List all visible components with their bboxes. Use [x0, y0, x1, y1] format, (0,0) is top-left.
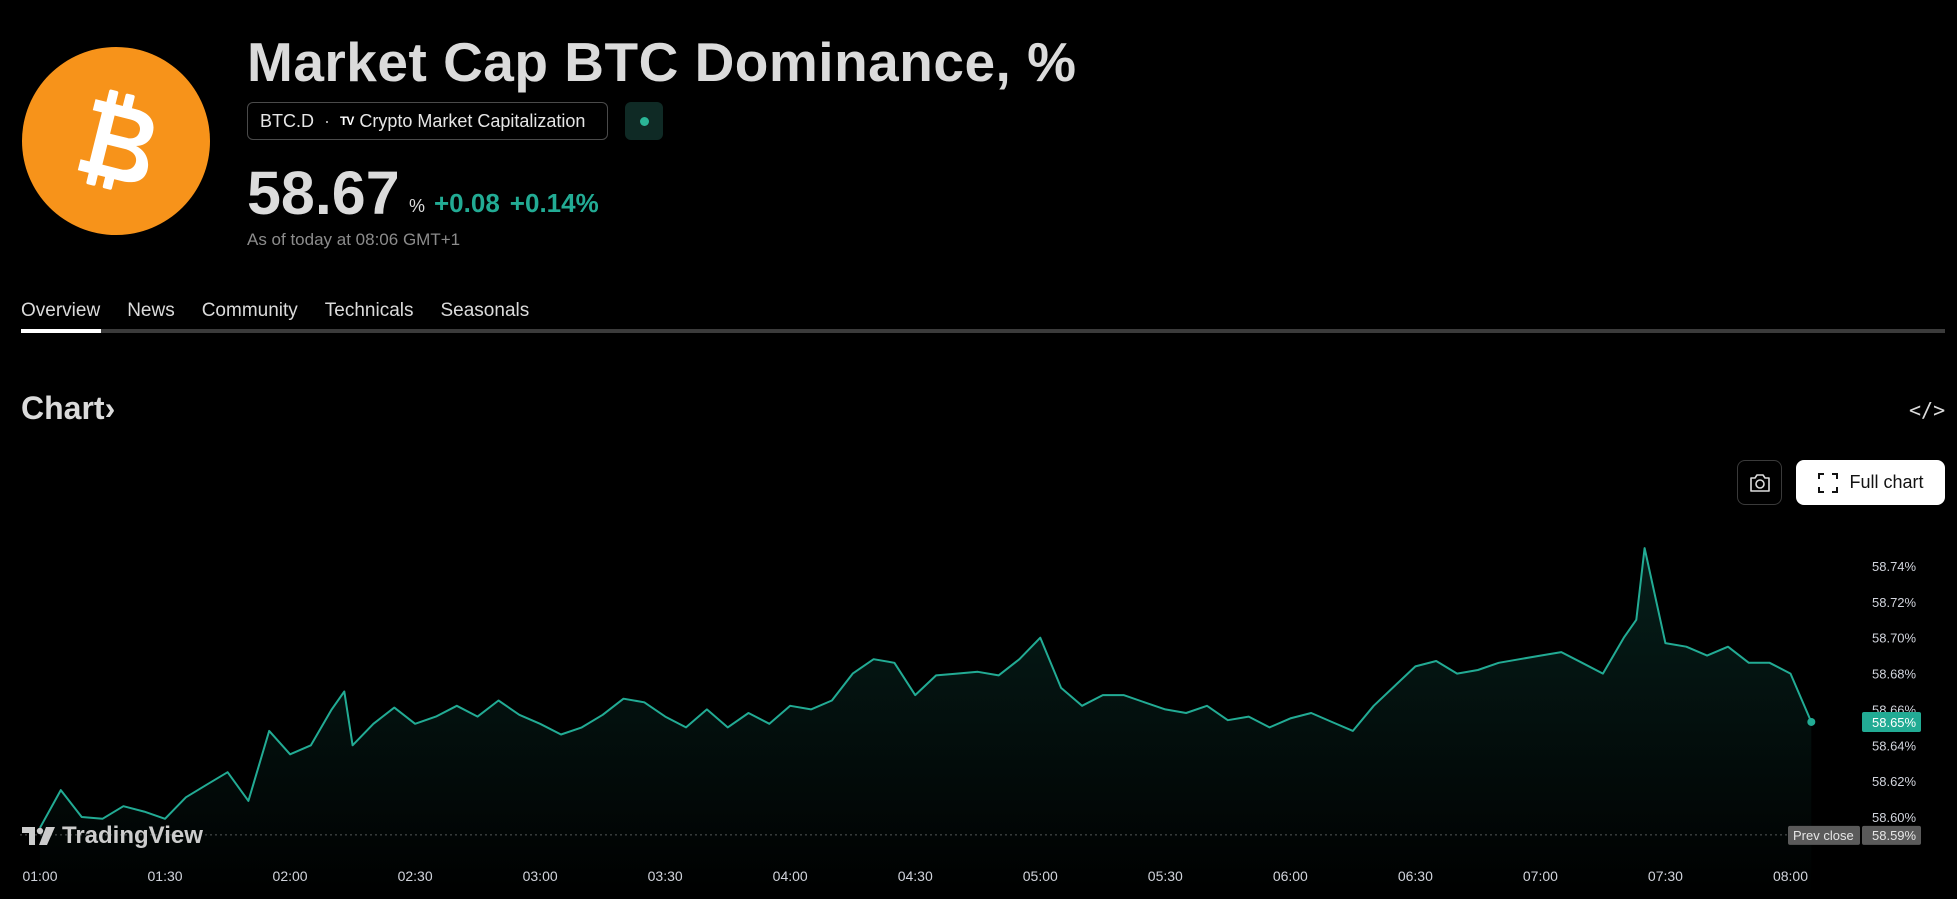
prev-close-label: Prev close — [1793, 828, 1854, 843]
x-tick-label: 02:00 — [273, 868, 308, 884]
price-unit: % — [409, 196, 426, 216]
x-tick-label: 04:30 — [898, 868, 933, 884]
tab-seasonals[interactable]: Seasonals — [440, 300, 530, 321]
full-chart-label: Full chart — [1849, 472, 1924, 492]
symbol-pill[interactable]: BTC.D · TV Crypto Market Capitalization — [247, 102, 609, 140]
x-tick-label: 08:00 — [1773, 868, 1808, 884]
tradingview-logo-icon — [22, 827, 55, 845]
bitcoin-icon — [77, 89, 154, 190]
prev-close-badge — [1788, 825, 1860, 845]
tab-bar: Overview News Community Technicals Seaso… — [21, 300, 529, 334]
y-tick-label: 58.70% — [1872, 631, 1917, 646]
market-status-icon — [639, 116, 649, 126]
x-tick-label: 07:00 — [1523, 868, 1558, 884]
prev-close-value-badge — [1862, 825, 1921, 845]
price-chart[interactable]: 58.74%58.72%58.70%58.68%58.66%58.64%58.6… — [0, 520, 1957, 899]
chevron-right-icon: › — [104, 390, 116, 426]
full-chart-button[interactable]: Full chart — [1796, 460, 1945, 505]
tab-news[interactable]: News — [127, 300, 175, 321]
exchange-label: Crypto Market Capitalization — [359, 110, 586, 131]
bitcoin-logo — [22, 47, 210, 235]
last-price-marker — [1807, 717, 1816, 726]
fullscreen-icon — [1818, 472, 1839, 493]
watermark-label: TradingView — [62, 822, 203, 849]
tradingview-logo-icon: TV — [340, 114, 354, 128]
change-percent: +0.14% — [509, 188, 599, 218]
price-area-fill — [40, 548, 1812, 899]
price-change: +0.08 +0.14% — [434, 188, 599, 219]
x-tick-label: 03:00 — [523, 868, 558, 884]
y-tick-label: 58.62% — [1872, 774, 1917, 789]
tab-community[interactable]: Community — [201, 300, 298, 321]
x-tick-label: 05:00 — [1023, 868, 1058, 884]
y-tick-label: 58.68% — [1872, 667, 1917, 682]
prev-close-value-label: 58.59% — [1872, 828, 1917, 843]
last-value-badge — [1862, 711, 1921, 732]
last-price: 58.67 — [247, 159, 400, 227]
x-tick-label: 04:00 — [773, 868, 808, 884]
x-tick-label: 03:30 — [648, 868, 683, 884]
tab-overview[interactable]: Overview — [21, 300, 101, 321]
symbol-label: BTC.D — [260, 110, 314, 131]
camera-icon — [1749, 473, 1770, 492]
embed-code-icon[interactable]: </> — [1909, 398, 1946, 422]
x-tick-label: 01:30 — [148, 868, 183, 884]
chart-heading-label: Chart — [21, 390, 105, 426]
last-value-label: 58.65% — [1872, 715, 1917, 730]
snapshot-button[interactable] — [1737, 460, 1782, 505]
change-absolute: +0.08 — [434, 188, 500, 218]
x-tick-label: 02:30 — [398, 868, 433, 884]
tab-active-indicator — [21, 329, 101, 333]
tabs-divider — [21, 329, 1945, 333]
y-tick-label: 58.72% — [1872, 595, 1917, 610]
tradingview-watermark[interactable]: TradingView — [22, 822, 203, 850]
x-tick-label: 07:30 — [1648, 868, 1683, 884]
y-tick-label: 58.60% — [1872, 810, 1917, 825]
x-tick-label: 06:00 — [1273, 868, 1308, 884]
symbol-separator: · — [324, 110, 330, 131]
as-of-timestamp: As of today at 08:06 GMT+1 — [247, 230, 461, 249]
x-tick-label: 05:30 — [1148, 868, 1183, 884]
x-tick-label: 01:00 — [22, 868, 57, 884]
x-tick-label: 06:30 — [1398, 868, 1433, 884]
tab-technicals[interactable]: Technicals — [324, 300, 414, 321]
page-title: Market Cap BTC Dominance, % — [247, 31, 1077, 93]
y-tick-label: 58.74% — [1872, 559, 1917, 574]
price-line — [39, 547, 1813, 829]
chart-heading-link[interactable]: Chart› — [21, 390, 115, 427]
y-tick-label: 58.64% — [1872, 738, 1917, 753]
market-status-button[interactable] — [625, 102, 663, 140]
